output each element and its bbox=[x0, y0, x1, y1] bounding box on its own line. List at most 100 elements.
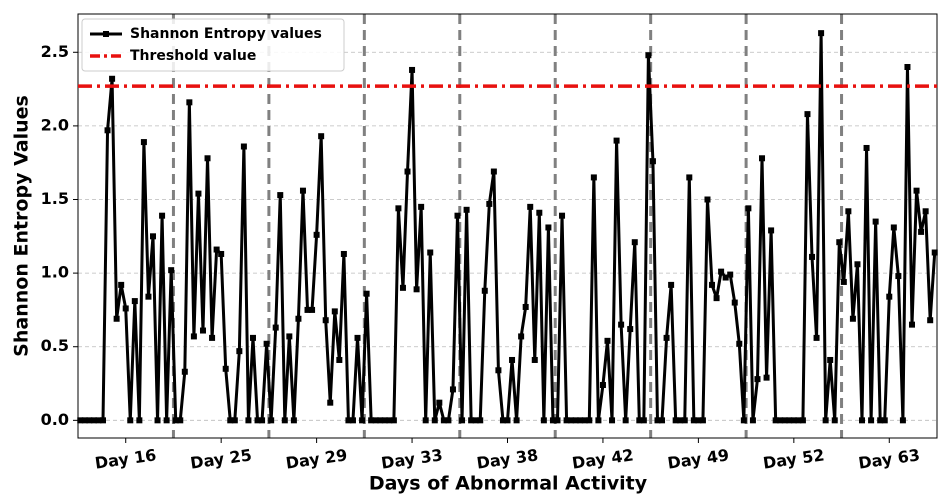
point-marker bbox=[895, 273, 902, 280]
point-marker bbox=[522, 303, 529, 310]
point-marker bbox=[531, 356, 538, 363]
point-marker bbox=[668, 281, 675, 288]
point-marker bbox=[295, 315, 302, 322]
point-marker bbox=[145, 293, 152, 300]
point-marker bbox=[536, 209, 543, 216]
point-marker bbox=[104, 127, 111, 134]
point-marker bbox=[799, 417, 806, 424]
point-marker bbox=[749, 417, 756, 424]
point-marker bbox=[886, 293, 893, 300]
point-marker bbox=[781, 417, 788, 424]
point-marker bbox=[263, 340, 270, 347]
point-marker bbox=[499, 417, 506, 424]
point-marker bbox=[813, 334, 820, 341]
x-tick-label: Day 49 bbox=[666, 445, 730, 472]
legend-marker bbox=[103, 31, 109, 37]
point-marker bbox=[399, 284, 406, 291]
point-marker bbox=[545, 224, 552, 231]
point-marker bbox=[336, 356, 343, 363]
y-tick-label: 0.5 bbox=[41, 336, 69, 355]
point-marker bbox=[318, 133, 325, 140]
point-marker bbox=[731, 299, 738, 306]
point-marker bbox=[431, 417, 438, 424]
point-marker bbox=[249, 334, 256, 341]
point-marker bbox=[177, 417, 184, 424]
point-marker bbox=[299, 187, 306, 194]
point-marker bbox=[540, 417, 547, 424]
point-marker bbox=[149, 233, 156, 240]
point-marker bbox=[81, 417, 88, 424]
point-marker bbox=[445, 417, 452, 424]
point-marker bbox=[890, 224, 897, 231]
x-tick-label: Day 42 bbox=[571, 445, 635, 472]
point-marker bbox=[504, 417, 511, 424]
point-marker bbox=[363, 290, 370, 297]
point-marker bbox=[477, 417, 484, 424]
x-axis-label: Days of Abnormal Activity bbox=[369, 473, 648, 495]
point-marker bbox=[904, 64, 911, 70]
point-marker bbox=[254, 417, 261, 424]
point-marker bbox=[931, 249, 938, 256]
x-tick-label: Day 63 bbox=[857, 445, 921, 472]
point-marker bbox=[163, 417, 170, 424]
point-marker bbox=[804, 111, 811, 118]
point-marker bbox=[349, 417, 356, 424]
point-marker bbox=[372, 417, 379, 424]
point-marker bbox=[272, 324, 279, 331]
point-marker bbox=[122, 305, 129, 312]
point-marker bbox=[99, 417, 106, 424]
point-marker bbox=[863, 144, 870, 151]
x-tick-label: Day 52 bbox=[762, 445, 826, 472]
point-marker bbox=[240, 143, 247, 150]
point-marker bbox=[527, 203, 534, 210]
point-marker bbox=[459, 417, 466, 424]
point-marker bbox=[304, 306, 311, 313]
point-marker bbox=[568, 417, 575, 424]
point-marker bbox=[663, 334, 670, 341]
point-marker bbox=[786, 417, 793, 424]
point-marker bbox=[281, 417, 288, 424]
point-marker bbox=[154, 417, 161, 424]
point-marker bbox=[549, 417, 556, 424]
point-marker bbox=[840, 278, 847, 285]
point-marker bbox=[609, 417, 616, 424]
point-marker bbox=[181, 368, 188, 375]
point-marker bbox=[109, 75, 116, 82]
legend-box bbox=[81, 18, 345, 72]
point-marker bbox=[849, 315, 856, 322]
point-marker bbox=[231, 417, 238, 424]
point-marker bbox=[722, 274, 729, 281]
point-marker bbox=[463, 206, 470, 213]
point-marker bbox=[836, 239, 843, 246]
point-marker bbox=[113, 315, 120, 322]
point-marker bbox=[777, 417, 784, 424]
point-marker bbox=[581, 417, 588, 424]
point-marker bbox=[136, 417, 143, 424]
point-marker bbox=[427, 249, 434, 256]
legend-label: Shannon Entropy values bbox=[130, 26, 322, 42]
point-marker bbox=[77, 417, 84, 424]
point-marker bbox=[577, 417, 584, 424]
point-marker bbox=[440, 417, 447, 424]
point-marker bbox=[359, 417, 366, 424]
point-marker bbox=[245, 417, 252, 424]
point-marker bbox=[809, 253, 816, 260]
x-tick-label: Day 25 bbox=[189, 445, 253, 472]
point-marker bbox=[327, 399, 334, 406]
y-axis-label: Shannon Entropy Values bbox=[11, 95, 33, 357]
point-marker bbox=[95, 417, 102, 424]
point-marker bbox=[604, 337, 611, 344]
point-marker bbox=[490, 168, 497, 175]
point-marker bbox=[822, 417, 829, 424]
point-marker bbox=[713, 295, 720, 302]
point-marker bbox=[222, 365, 229, 372]
point-marker bbox=[513, 417, 520, 424]
point-marker bbox=[595, 417, 602, 424]
point-marker bbox=[599, 382, 606, 388]
point-marker bbox=[340, 250, 347, 257]
y-tick-label: 2.5 bbox=[41, 42, 69, 61]
point-marker bbox=[418, 203, 425, 210]
point-marker bbox=[854, 261, 861, 268]
y-tick-label: 1.0 bbox=[41, 263, 69, 282]
